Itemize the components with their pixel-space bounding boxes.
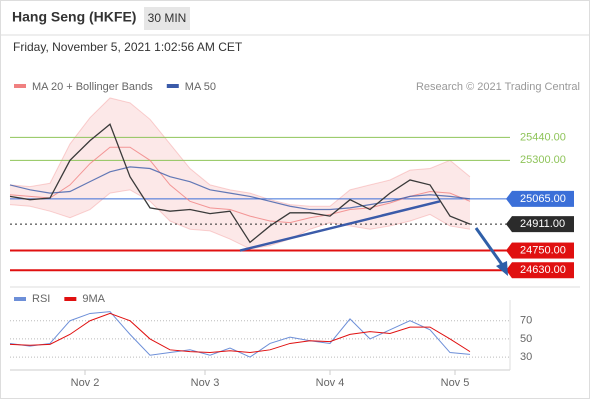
level-label: 24750.00 — [520, 244, 566, 256]
x-tick-label: Nov 2 — [71, 377, 100, 389]
level-label: 24630.00 — [520, 264, 566, 276]
x-tick-label: Nov 5 — [441, 377, 470, 389]
bollinger-band — [10, 97, 470, 249]
price-line — [9, 123, 471, 244]
legend-label: 9MA — [82, 293, 105, 305]
moving-average — [9, 146, 471, 224]
band-lower — [9, 189, 471, 250]
annotation: Research © 2021 Trading Central — [416, 81, 580, 93]
timestamp: Friday, November 5, 2021 1:02:56 AM CET — [13, 40, 243, 54]
level-label-pointer — [506, 216, 512, 233]
arrow-head — [496, 261, 508, 276]
level-label-bg — [512, 242, 574, 259]
y-tick-label: 50 — [520, 333, 532, 345]
legend-label: MA 50 — [185, 81, 216, 93]
legend-swatch — [64, 297, 77, 301]
level-label-pointer — [506, 190, 512, 207]
level-label-pointer — [506, 262, 512, 279]
y-tick-label: 70 — [520, 315, 532, 327]
level-label: 25440.00 — [520, 131, 566, 143]
band-upper — [9, 97, 471, 207]
x-tick-label: Nov 4 — [316, 377, 345, 389]
moving-average — [9, 166, 471, 211]
legend-swatch — [166, 84, 179, 88]
y-tick-label: 30 — [520, 351, 532, 363]
level-label-bg — [512, 190, 574, 207]
legend-label: MA 20 + Bollinger Bands — [32, 81, 153, 93]
level-label-bg — [512, 216, 574, 233]
level-label: 24911.00 — [520, 218, 565, 230]
level-label-bg — [512, 262, 574, 279]
level-label: 25300.00 — [520, 154, 566, 166]
legend-swatch — [14, 297, 26, 301]
rsi-line — [9, 312, 471, 354]
level-label: 25065.00 — [520, 193, 566, 205]
x-tick-label: Nov 3 — [191, 377, 220, 389]
interval-button[interactable] — [144, 7, 190, 30]
title: Hang Seng (HKFE) — [12, 9, 136, 25]
level-label-pointer — [506, 242, 512, 259]
arrow — [474, 227, 505, 267]
legend-swatch — [14, 84, 26, 88]
rsi-line — [9, 311, 471, 358]
legend-label: RSI — [32, 293, 50, 305]
trendline — [239, 200, 441, 252]
interval-label[interactable]: 30 MIN — [148, 11, 187, 25]
